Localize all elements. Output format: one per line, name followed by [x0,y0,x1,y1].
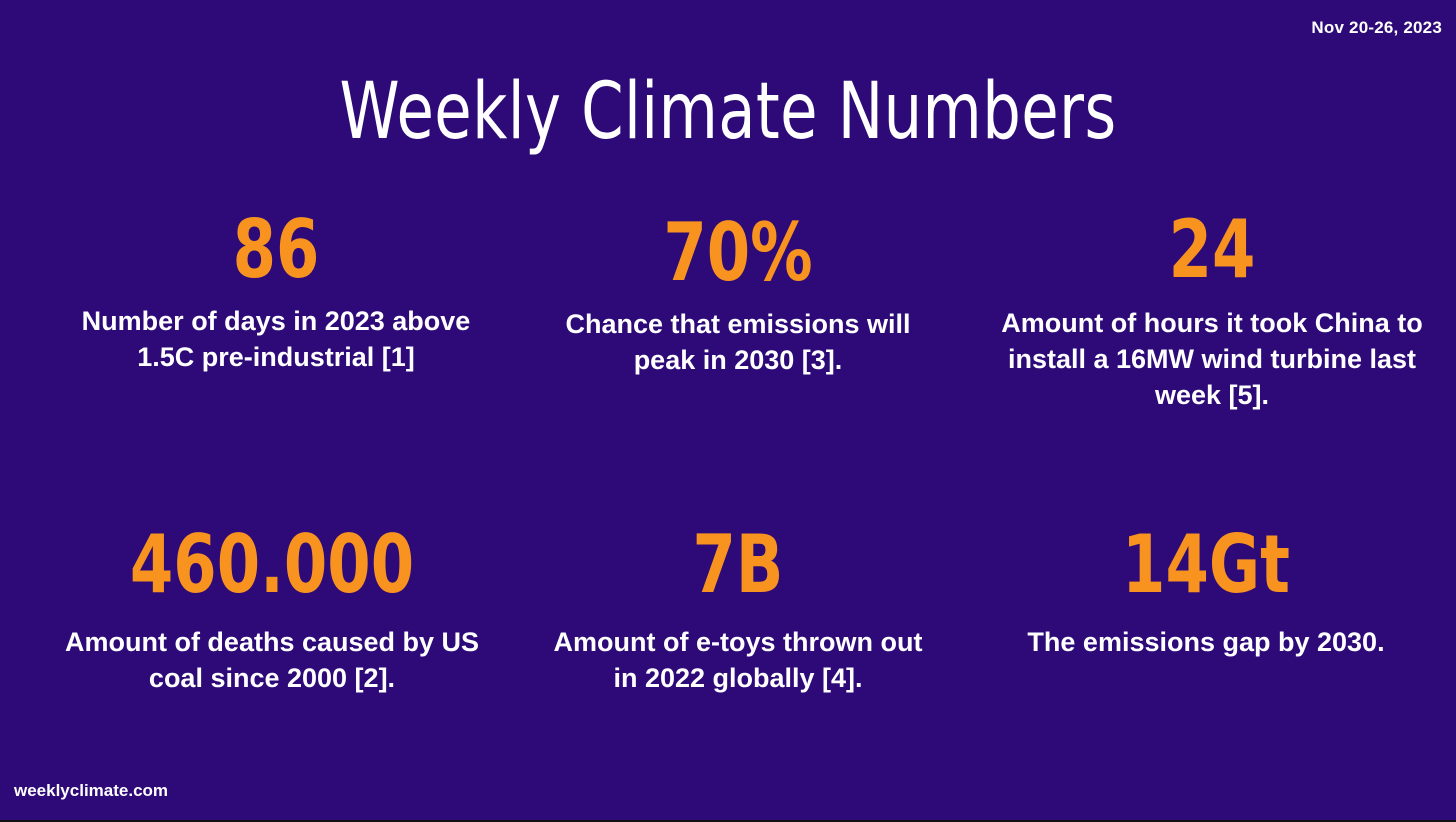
stat-description: The emissions gap by 2030. [1027,627,1385,657]
stat-value: 86 [232,203,320,296]
stat-card-us-coal-deaths: 460.000 Amount of deaths caused by US co… [32,520,512,696]
stat-value: 7B [692,518,784,611]
stat-card-e-toys-thrown-out: 7B Amount of e-toys thrown out in 2022 g… [498,520,978,696]
footer-site-url: weeklyclimate.com [14,781,169,800]
stat-card-emissions-peak-chance: 70% Chance that emissions will peak in 2… [498,208,978,378]
stat-value: 14Gt [1122,518,1290,611]
stat-description: Chance that emissions will peak in 2030 … [565,309,911,375]
page-title: Weekly Climate Numbers [339,67,1117,157]
stat-description: Number of days in 2023 above 1.5C pre-in… [81,306,471,372]
stat-value: 460.000 [129,518,415,611]
date-range: Nov 20-26, 2023 [1311,18,1442,37]
stat-description: Amount of deaths caused by US coal since… [64,627,480,693]
stat-card-wind-turbine-hours: 24 Amount of hours it took China to inst… [972,205,1452,413]
stat-description: Amount of hours it took China to install… [1001,308,1423,410]
stat-value: 70% [663,206,813,299]
stat-card-emissions-gap: 14Gt The emissions gap by 2030. [966,520,1446,660]
stat-card-days-above-1-5c: 86 Number of days in 2023 above 1.5C pre… [36,205,516,375]
stat-description: Amount of e-toys thrown out in 2022 glob… [553,627,923,693]
stat-value: 24 [1168,203,1256,296]
bottom-border [0,820,1456,822]
